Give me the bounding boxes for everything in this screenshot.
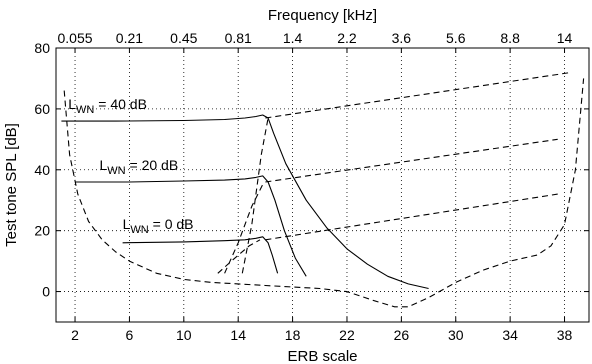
top-tick-label: 5.6 [446,30,466,46]
dashed-series-line [217,239,261,274]
x-tick-label: 2 [71,327,79,343]
x-tick-label: 22 [339,327,355,343]
dashed-series-line [224,181,265,274]
solid-series-line [122,236,279,274]
x-tick-label: 6 [126,327,134,343]
dashed-series-line [63,78,585,308]
top-tick-label: 3.6 [392,30,412,46]
y-tick-label: 0 [42,284,50,300]
dashed-series-line [265,71,572,119]
top-tick-label: 0.45 [170,30,197,46]
dashed-series-line [265,138,558,183]
curve-label: LWN = 20 dB [100,157,179,177]
top-axis-title: Frequency [kHz] [268,7,377,24]
curve-label: LWN = 40 dB [68,96,147,116]
grid [56,48,589,322]
y-tick-label: 60 [34,101,50,117]
y-axis-title: Test tone SPL [dB] [3,123,20,247]
top-tick-label: 14 [557,30,573,46]
x-tick-label: 30 [448,327,464,343]
plot-frame [55,47,590,323]
x-tick-label: 18 [285,327,301,343]
curve-annotations: LWN = 40 dB LWN = 20 dB LWN = 0 dB [68,96,193,236]
top-tick-label: 1.4 [283,30,303,46]
x-tick-label: 10 [176,327,192,343]
axis-ticks: 2 6 10 14 18 22 26 30 34 380.055 0.21 0.45 0.81 1.4 2.… [34,30,589,343]
x-tick-label: 38 [557,327,573,343]
top-tick-label: 0.81 [225,30,252,46]
solid-series-line [75,175,307,277]
y-tick-label: 80 [34,40,50,56]
plot-series [61,71,585,308]
curve-label: LWN = 0 dB [123,216,194,236]
dashed-series-line [265,193,558,241]
dashed-series-line [241,117,269,274]
top-tick-label: 0.055 [58,30,93,46]
y-tick-label: 20 [34,223,50,239]
top-tick-label: 8.8 [500,30,520,46]
x-tick-label: 34 [502,327,518,343]
solid-series-line [61,114,429,290]
top-tick-label: 2.2 [337,30,357,46]
top-tick-label: 0.21 [116,30,143,46]
x-tick-label: 26 [394,327,410,343]
x-tick-label: 14 [230,327,246,343]
x-axis-title: ERB scale [287,348,357,364]
y-tick-label: 40 [34,162,50,178]
